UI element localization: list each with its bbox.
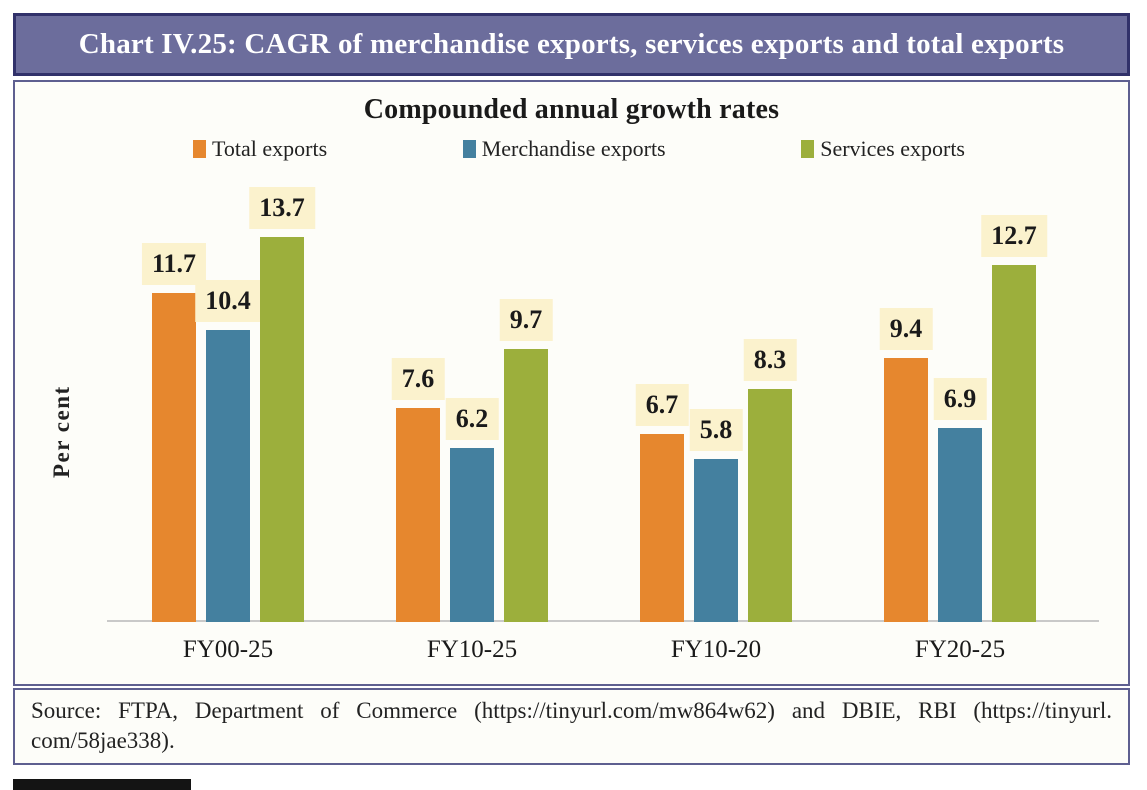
legend-item-0: Total exports <box>193 136 327 162</box>
data-label-services-exports-fy20-25: 12.7 <box>981 215 1047 257</box>
legend-swatch-icon <box>193 140 206 158</box>
data-label-total-exports-fy10-25: 7.6 <box>391 358 445 400</box>
source-text-line-1: Source: FTPA, Department of Commerce (ht… <box>31 698 1112 723</box>
cropped-next-section-bar <box>13 779 191 790</box>
legend-item-2: Services exports <box>801 136 965 162</box>
data-label-services-exports-fy10-20: 8.3 <box>743 339 797 381</box>
data-label-services-exports-fy10-25: 9.7 <box>499 299 553 341</box>
bar-merchandise-exports-fy20-25 <box>938 428 982 622</box>
x-category-label-fy00-25: FY00-25 <box>182 636 274 663</box>
x-axis-line <box>107 620 1099 622</box>
chart-header-bar: Chart IV.25: CAGR of merchandise exports… <box>13 13 1130 76</box>
legend-label: Services exports <box>820 136 965 161</box>
legend-item-1: Merchandise exports <box>462 136 666 162</box>
chart-header-title: Chart IV.25: CAGR of merchandise exports… <box>78 28 1065 60</box>
bar-total-exports-fy20-25 <box>884 358 928 622</box>
bar-total-exports-fy10-20 <box>640 434 684 622</box>
bar-merchandise-exports-fy00-25 <box>206 330 250 622</box>
data-label-merchandise-exports-fy10-25: 6.2 <box>445 398 499 440</box>
bar-services-exports-fy20-25 <box>992 265 1036 622</box>
x-category-label-fy10-25: FY10-25 <box>426 636 518 663</box>
bar-total-exports-fy00-25 <box>152 293 196 622</box>
source-note: Source: FTPA, Department of Commerce (ht… <box>13 688 1130 765</box>
legend-swatch-icon <box>462 140 476 158</box>
chart-panel: Compounded annual growth rates Total exp… <box>13 80 1130 686</box>
data-label-total-exports-fy10-20: 6.7 <box>635 384 689 426</box>
x-category-label-fy20-25: FY20-25 <box>914 636 1006 663</box>
y-axis-label: Per cent <box>49 385 74 479</box>
bar-merchandise-exports-fy10-20 <box>694 459 738 622</box>
data-label-services-exports-fy00-25: 13.7 <box>249 187 315 229</box>
bar-services-exports-fy10-20 <box>748 389 792 622</box>
bar-merchandise-exports-fy10-25 <box>450 448 494 622</box>
bar-services-exports-fy10-25 <box>504 349 548 622</box>
bar-services-exports-fy00-25 <box>260 237 304 622</box>
data-label-total-exports-fy20-25: 9.4 <box>879 308 933 350</box>
data-label-merchandise-exports-fy20-25: 6.9 <box>933 378 987 420</box>
legend-label: Merchandise exports <box>481 136 666 161</box>
data-label-merchandise-exports-fy00-25: 10.4 <box>195 280 261 322</box>
x-category-label-fy10-20: FY10-20 <box>670 636 762 663</box>
legend-label: Total exports <box>212 136 328 161</box>
source-text-line-2: com/58jae338). <box>31 728 175 753</box>
chart-title: Compounded annual growth rates <box>363 94 780 125</box>
data-label-merchandise-exports-fy10-20: 5.8 <box>689 409 743 451</box>
chart-legend: Total exports Merchandise exports Services… <box>193 136 965 162</box>
data-label-total-exports-fy00-25: 11.7 <box>141 243 207 285</box>
bar-total-exports-fy10-25 <box>396 408 440 622</box>
legend-swatch-icon <box>801 140 815 158</box>
